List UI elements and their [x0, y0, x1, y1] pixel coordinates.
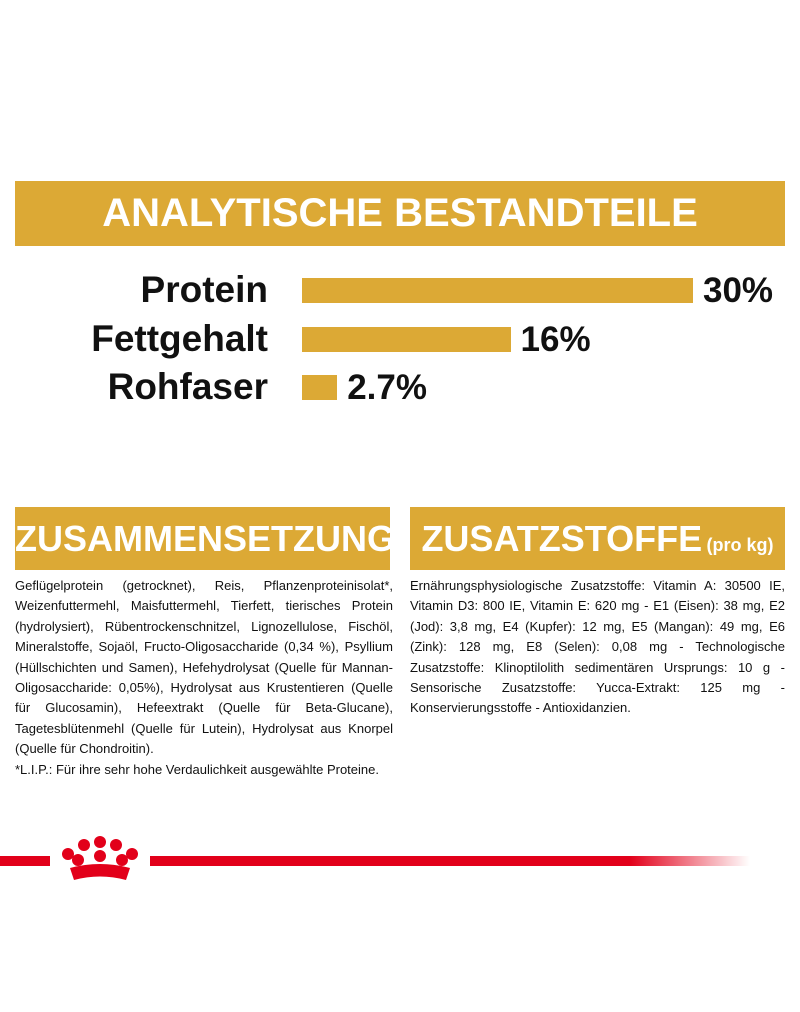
red-line	[150, 856, 750, 866]
value-label: 30%	[703, 271, 774, 310]
category-label: Rohfaser	[107, 366, 268, 407]
section-title: ZUSAMMENSETZUNG	[15, 507, 395, 570]
subtitle: (pro kg)	[706, 535, 774, 555]
bar	[302, 326, 511, 352]
value-label: 16%	[520, 319, 591, 359]
bar	[302, 278, 693, 303]
category-label: Fettgehalt	[91, 317, 268, 359]
paragraph: *L.I.P.: Für ihre sehr hohe Verdaulichke…	[15, 761, 379, 777]
value-label: 2.7%	[347, 368, 427, 407]
brand-footer	[0, 836, 750, 880]
section-title: ZUSATZSTOFFE (pro kg)	[410, 507, 785, 570]
bar	[302, 375, 338, 400]
composition-text: Geflügelprotein (getrocknet), Reis, Pfla…	[15, 576, 393, 780]
red-line	[0, 856, 50, 866]
category-label: Protein	[140, 269, 268, 310]
paragraph: Ernährungsphysiologische Zusatzstoffe: V…	[410, 578, 785, 716]
chart: Protein 30% Fettgehalt 16% Rohfaser 2.7%	[0, 260, 800, 420]
crown-logo	[62, 836, 138, 880]
paragraph: Geflügelprotein (getrocknet), Reis, Pfla…	[15, 578, 393, 757]
title: ZUSATZSTOFFE	[421, 518, 703, 559]
additives-text: Ernährungsphysiologische Zusatzstoffe: V…	[410, 576, 785, 719]
chart-title: ANALYTISCHE BESTANDTEILE	[15, 181, 785, 246]
